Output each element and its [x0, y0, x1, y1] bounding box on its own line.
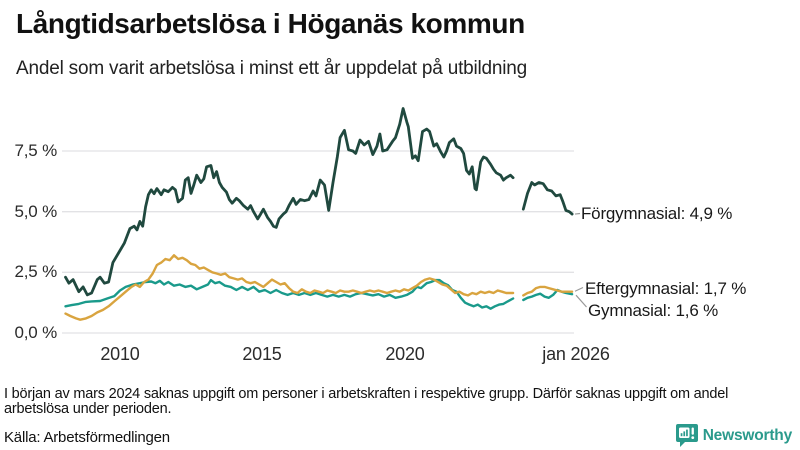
chart-subtitle: Andel som varit arbetslösa i minst ett å…: [16, 58, 528, 79]
y-tick-5-0: 5,0 %: [14, 202, 58, 221]
newsworthy-wordmark: Newsworthy: [702, 427, 793, 444]
chart-title: Långtidsarbetslösa i Höganäs kommun: [16, 8, 525, 39]
x-tick-2020: 2020: [385, 344, 425, 364]
newsworthy-logo[interactable]: Newsworthy: [675, 424, 793, 448]
series-label-eftergymnasial: Eftergymnasial: 1,7 %: [585, 279, 747, 298]
y-tick-2-5: 2,5 %: [14, 262, 58, 281]
series-label-forgymnasial: Förgymnasial: 4,9 %: [581, 204, 733, 223]
source-credit: Källa: Arbetsförmedlingen: [4, 429, 170, 446]
footnote: I början av mars 2024 saknas uppgift om …: [4, 386, 729, 417]
newsworthy-icon: [675, 424, 698, 447]
x-tick-jan-2026: jan 2026: [542, 344, 610, 364]
y-tick-0-0: 0,0 %: [14, 323, 58, 342]
x-tick-2010: 2010: [100, 344, 140, 364]
series-label-gymnasial: Gymnasial: 1,6 %: [588, 301, 719, 320]
x-tick-2015: 2015: [242, 344, 282, 364]
y-tick-7-5: 7,5 %: [14, 141, 58, 160]
